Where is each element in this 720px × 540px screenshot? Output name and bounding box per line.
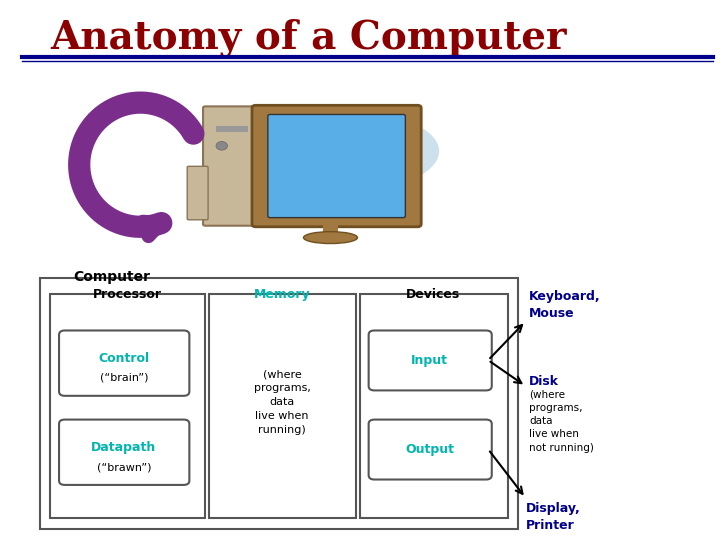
Bar <box>323 222 338 238</box>
Text: Disk: Disk <box>529 375 559 388</box>
Text: Output: Output <box>405 443 454 456</box>
Text: Anatomy of a Computer: Anatomy of a Computer <box>50 19 567 57</box>
FancyBboxPatch shape <box>209 294 356 518</box>
FancyBboxPatch shape <box>369 420 492 480</box>
FancyBboxPatch shape <box>187 166 208 220</box>
Text: Display,
Printer: Display, Printer <box>526 502 580 532</box>
Text: (where
programs,
data
live when
running): (where programs, data live when running) <box>254 369 310 435</box>
Text: Memory: Memory <box>254 288 310 301</box>
Text: (“brawn”): (“brawn”) <box>96 462 151 472</box>
Text: Input: Input <box>411 354 449 367</box>
Ellipse shape <box>304 232 358 244</box>
Text: Datapath: Datapath <box>91 441 156 454</box>
Text: Computer: Computer <box>73 270 150 284</box>
FancyBboxPatch shape <box>40 278 518 529</box>
Text: Devices: Devices <box>406 288 461 301</box>
FancyBboxPatch shape <box>252 105 421 227</box>
FancyBboxPatch shape <box>59 420 189 485</box>
Ellipse shape <box>223 108 439 194</box>
FancyBboxPatch shape <box>203 106 261 226</box>
Text: Keyboard,
Mouse: Keyboard, Mouse <box>529 290 600 320</box>
FancyBboxPatch shape <box>360 294 508 518</box>
Text: (“brain”): (“brain”) <box>99 373 148 383</box>
Text: Control: Control <box>98 352 150 365</box>
FancyBboxPatch shape <box>50 294 205 518</box>
Circle shape <box>216 141 228 150</box>
FancyBboxPatch shape <box>59 330 189 396</box>
Text: Processor: Processor <box>93 288 162 301</box>
Bar <box>216 126 248 132</box>
FancyBboxPatch shape <box>369 330 492 390</box>
Text: (where
programs,
data
live when
not running): (where programs, data live when not runn… <box>529 390 594 453</box>
FancyBboxPatch shape <box>268 114 405 218</box>
